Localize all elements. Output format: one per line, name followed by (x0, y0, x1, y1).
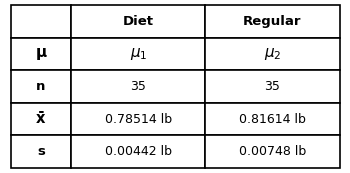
Bar (205, 103, 340, 135)
Text: Diet: Diet (123, 15, 154, 28)
Bar (71, 135, 205, 168)
Text: $\mu_{2}$: $\mu_{2}$ (264, 46, 281, 62)
Bar (10, 135, 71, 168)
Text: 35: 35 (131, 80, 146, 93)
Bar (10, 103, 71, 135)
Bar (71, 38, 205, 70)
Text: 0.00442 lb: 0.00442 lb (105, 145, 172, 158)
Bar (205, 135, 340, 168)
Bar (71, 5, 205, 38)
Text: s: s (37, 145, 45, 158)
Bar (71, 103, 205, 135)
Bar (205, 5, 340, 38)
Bar (10, 70, 71, 103)
Text: 0.78514 lb: 0.78514 lb (105, 112, 172, 126)
Bar (205, 70, 340, 103)
Text: $\mu_{1}$: $\mu_{1}$ (130, 46, 147, 62)
Bar (10, 38, 71, 70)
Text: n: n (36, 80, 46, 93)
Bar (205, 38, 340, 70)
Text: $\mathbf{\bar{x}}$: $\mathbf{\bar{x}}$ (35, 111, 47, 128)
Text: 0.81614 lb: 0.81614 lb (239, 112, 306, 126)
Text: Regular: Regular (243, 15, 302, 28)
Bar (10, 5, 71, 38)
Text: $\mathbf{\mu}$: $\mathbf{\mu}$ (35, 46, 47, 62)
Bar (71, 70, 205, 103)
Text: 35: 35 (265, 80, 280, 93)
Text: 0.00748 lb: 0.00748 lb (239, 145, 306, 158)
